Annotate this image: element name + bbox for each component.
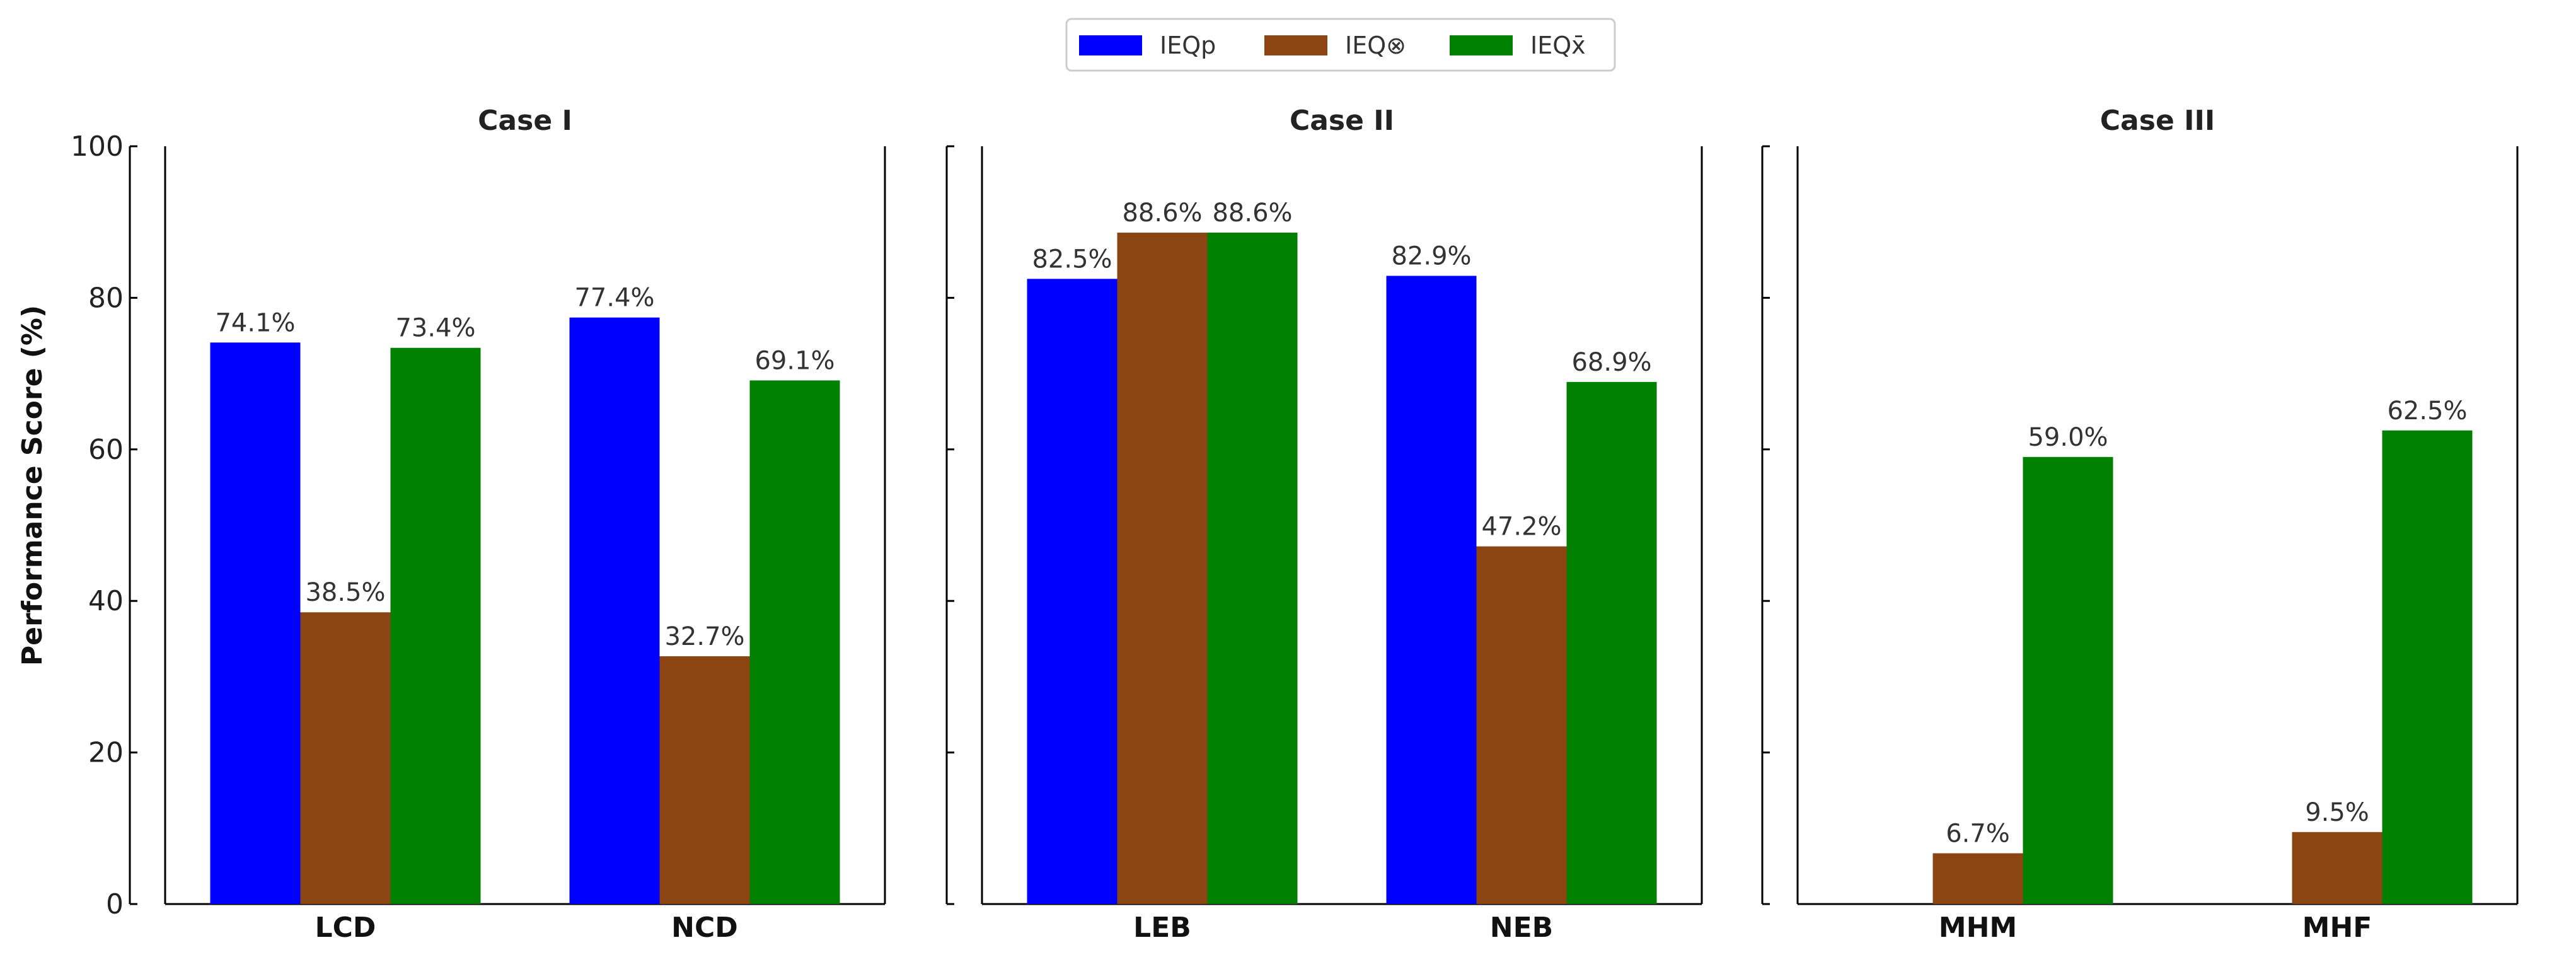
legend-swatch [1450, 35, 1513, 55]
bar [210, 342, 301, 904]
bar-value-label: 68.9% [1571, 348, 1651, 377]
bar [1566, 381, 1657, 904]
y-tick-label: 0 [106, 888, 124, 920]
bar [749, 380, 840, 904]
bar-value-label: 62.5% [2387, 397, 2467, 426]
bar-value-label: 74.1% [215, 308, 295, 337]
bar [1476, 546, 1567, 904]
x-category-label: MHF [2302, 912, 2372, 944]
legend-entry-label: IEQx̄ [1530, 32, 1586, 59]
panel-title: Case II [1290, 105, 1394, 137]
bar [1027, 279, 1118, 905]
x-category-label: MHM [1939, 912, 2017, 944]
panel-case-2: Case II 82.5% 88.6% 88.6% LEB 82.9% 47.2% 68.9%… [945, 105, 1703, 944]
panel-title: Case III [2100, 105, 2215, 137]
x-category-label: LCD [315, 912, 376, 944]
bar [1117, 233, 1208, 904]
legend-entry-label: IEQp [1160, 32, 1216, 59]
panel-case-1: 0 20 40 60 80 100 Case I 74.1% 38.5% 73.4% LCD 77.4… [71, 105, 886, 944]
legend-frame [1065, 18, 1616, 72]
bar-value-label: 9.5% [2305, 798, 2369, 827]
x-category-label: LEB [1133, 912, 1191, 944]
bar-value-label: 6.7% [1946, 819, 2010, 848]
bar [659, 656, 750, 904]
legend-swatch [1079, 35, 1142, 55]
bar [2292, 832, 2383, 904]
legend-entry-label: IEQ⊗ [1345, 32, 1406, 59]
bar [1932, 853, 2023, 904]
bar [2023, 456, 2113, 904]
bar-value-label: 88.6% [1212, 199, 1292, 228]
bar-value-label: 69.1% [754, 346, 835, 375]
bar-value-label: 77.4% [574, 284, 654, 313]
y-tick-label: 60 [88, 434, 124, 466]
x-category-label: NCD [671, 912, 738, 944]
x-category-label: NEB [1490, 912, 1553, 944]
bar [1386, 276, 1477, 904]
bar-value-label: 32.7% [664, 622, 744, 651]
y-tick-label: 100 [71, 130, 124, 163]
bar-value-label: 82.5% [1032, 245, 1112, 274]
bar-value-label: 59.0% [2028, 423, 2108, 452]
bar-value-label: 73.4% [395, 314, 475, 343]
y-tick-label: 20 [88, 737, 124, 769]
y-tick-label: 40 [88, 585, 124, 617]
bar-value-label: 38.5% [305, 578, 385, 607]
bar [2382, 430, 2473, 904]
y-axis-title: Performance Score (%) [16, 305, 49, 666]
legend: IEQp IEQ⊗ IEQx̄ [1065, 18, 1616, 72]
chart-panels: 0 20 40 60 80 100 Case I 74.1% 38.5% 73.4% LCD 77.4… [71, 105, 2519, 944]
panel-title: Case I [478, 105, 572, 137]
legend-swatch [1264, 35, 1327, 55]
bar [390, 347, 481, 904]
panel-case-3: Case III 6.7% 59.0% MHM 9.5% 62.5% MHF [1761, 105, 2519, 944]
bar [300, 612, 391, 904]
bar-value-label: 82.9% [1391, 242, 1471, 271]
bar [569, 317, 660, 905]
bar [1207, 233, 1298, 904]
bar-value-label: 47.2% [1481, 513, 1561, 542]
bar-value-label: 88.6% [1122, 199, 1202, 228]
y-tick-label: 80 [88, 282, 124, 314]
